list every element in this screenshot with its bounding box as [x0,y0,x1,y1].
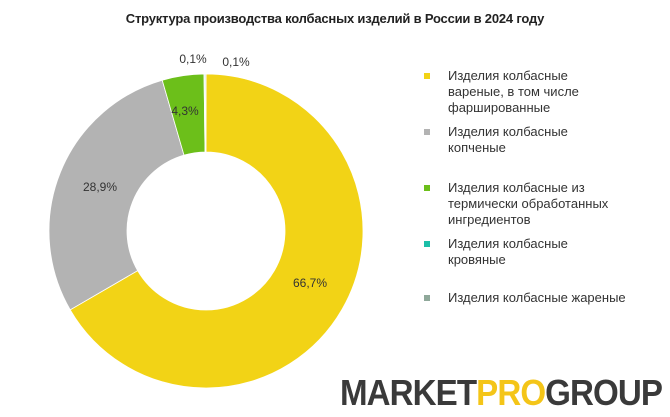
legend-label-0: Изделия колбасные вареные, в том числе фар… [448,68,579,115]
legend-label-1: Изделия колбасные копченые [448,124,568,155]
legend-label-2: Изделия колбасные из термически обработан… [448,180,609,227]
brand-logo: MARKETPROGROUP [339,372,663,413]
data-label-0: 66,7% [293,276,327,290]
data-label-4: 0,1% [222,55,250,69]
chart-title: Структура производства колбасных изделий… [125,11,545,26]
data-label-3: 0,1% [179,52,207,66]
legend-swatch-1 [424,129,430,135]
data-label-1: 28,9% [83,180,117,194]
legend-swatch-2 [424,185,430,191]
legend-swatch-0 [424,73,430,79]
data-label-2: 4,3% [171,104,199,118]
legend-swatch-3 [424,241,430,247]
donut-slice-1 [48,79,185,311]
legend-swatch-4 [424,295,430,301]
legend-label-4: Изделия колбасные жареные [448,290,626,305]
legend-label-3: Изделия колбасные кровяные [448,236,568,267]
donut-slice-0 [69,73,364,389]
donut-slice-4 [204,73,207,153]
